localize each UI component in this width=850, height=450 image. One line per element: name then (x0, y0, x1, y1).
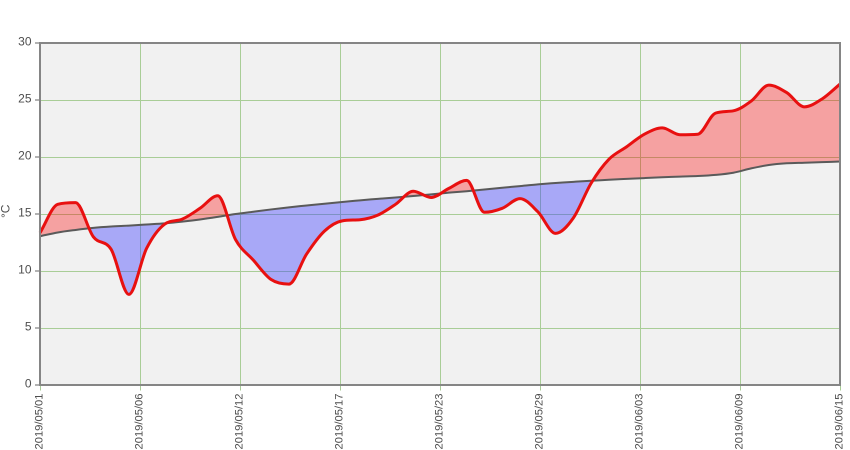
svg-text:2019/05/06: 2019/05/06 (134, 394, 146, 450)
svg-text:2019/05/23: 2019/05/23 (434, 394, 446, 450)
svg-text:2019/05/12: 2019/05/12 (234, 394, 246, 450)
svg-text:25: 25 (18, 91, 32, 105)
svg-text:2019/06/03: 2019/06/03 (634, 394, 646, 450)
svg-text:2019/06/09: 2019/06/09 (734, 394, 746, 450)
svg-text:0: 0 (25, 376, 32, 390)
svg-text:30: 30 (18, 34, 32, 48)
svg-text:5: 5 (25, 319, 32, 333)
svg-text:20: 20 (18, 148, 32, 162)
svg-text:15: 15 (18, 205, 32, 219)
svg-text:2019/05/29: 2019/05/29 (534, 394, 546, 450)
svg-text:2019/05/17: 2019/05/17 (334, 394, 346, 450)
svg-text:2019/06/15: 2019/06/15 (834, 394, 846, 450)
svg-text:°C: °C (0, 204, 13, 218)
svg-text:2019/05/01: 2019/05/01 (34, 394, 46, 450)
svg-text:10: 10 (18, 262, 32, 276)
